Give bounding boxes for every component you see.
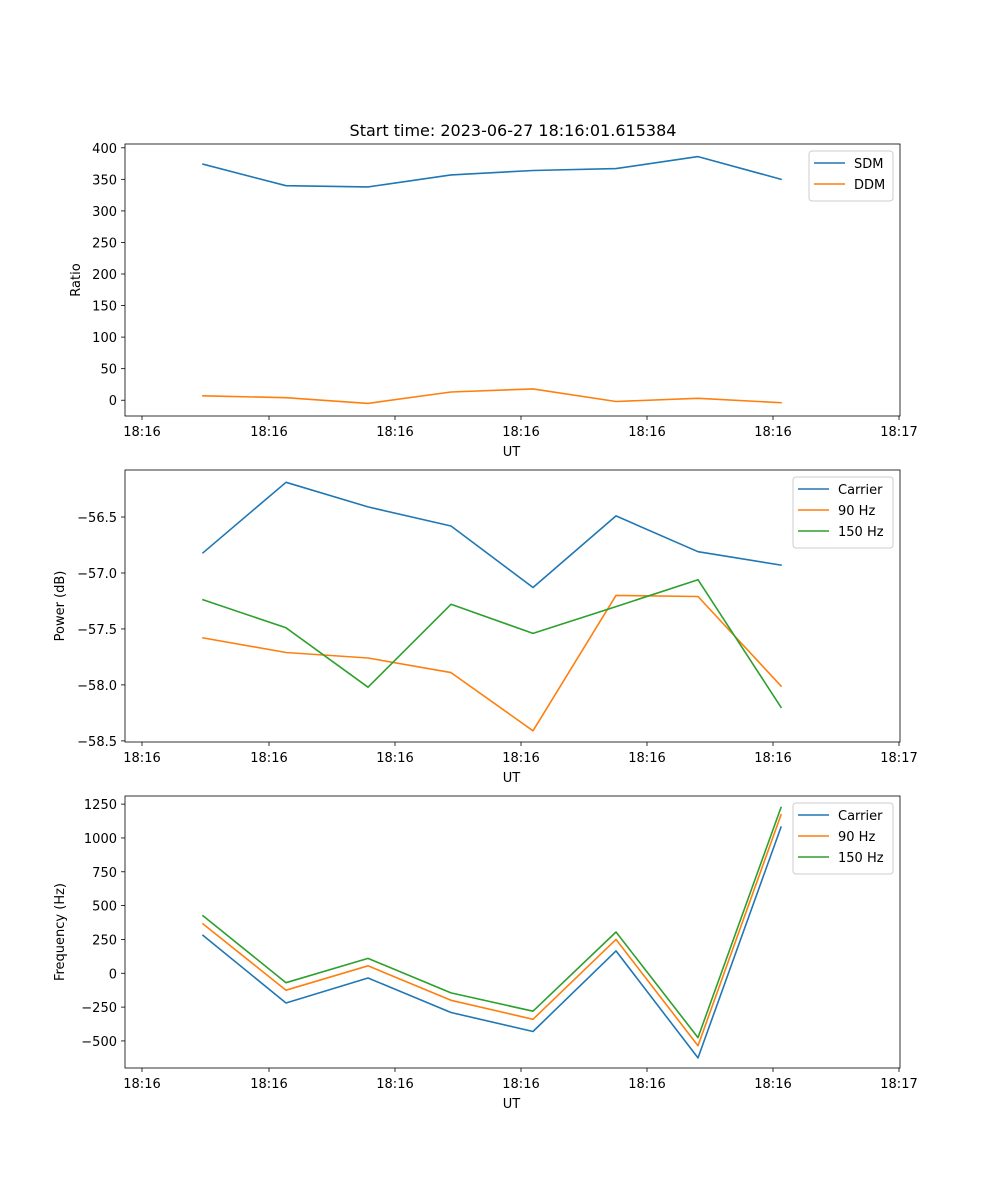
y-tick-label: 200 [92,268,117,283]
x-tick-label: 18:17 [880,751,917,766]
y-tick-label: 350 [92,173,117,188]
legend-entry-label: SDM [854,157,883,172]
x-tick-label: 18:16 [250,751,287,766]
legend: Carrier 90 Hz 150 Hz [792,476,894,549]
y-tick-label: 750 [92,866,117,881]
y-tick-label: 300 [92,205,117,220]
figure-title: Start time: 2023-06-27 18:16:01.615384 [350,121,677,140]
y-tick-label: −57.0 [77,567,117,582]
legend-entry-label: DDM [854,178,885,193]
x-tick-label: 18:16 [502,1077,539,1092]
y-axis-label: Ratio [69,263,84,296]
y-axis-label: Frequency (Hz) [53,883,68,981]
x-tick-label: 18:16 [123,425,160,440]
y-tick-label: 0 [109,394,117,409]
legend-entry-label: 150 Hz [838,525,884,540]
y-tick-label: 500 [92,900,117,915]
series-line-150-hz [201,578,783,709]
x-tick-label: 18:16 [123,1077,160,1092]
series-line-90-hz [202,594,783,732]
legend: Carrier 90 Hz 150 Hz [792,802,894,875]
y-tick-label: −58.5 [77,735,117,750]
legend-entry-label: 90 Hz [838,504,875,519]
y-tick-label: −56.5 [77,511,117,526]
y-tick-label: 0 [109,967,117,982]
x-tick-label: 18:16 [754,751,791,766]
x-axis-label: UT [503,445,521,460]
y-axis-label: Power (dB) [53,571,68,642]
x-tick-label: 18:16 [628,751,665,766]
x-tick-label: 18:17 [880,425,917,440]
legend-entry-label: Carrier [838,809,883,824]
x-tick-label: 18:16 [250,425,287,440]
plot-frame [124,795,901,1069]
x-tick-label: 18:16 [502,751,539,766]
y-tick-label: 1250 [84,798,117,813]
y-tick-label: 1000 [84,832,117,847]
y-tick-label: 400 [92,142,117,157]
series-line-150-hz [201,806,783,1039]
x-tick-label: 18:16 [628,425,665,440]
y-tick-label: 250 [92,236,117,251]
y-tick-label: −58.0 [77,679,117,694]
x-tick-label: 18:16 [250,1077,287,1092]
chart-panel-1: 18:16 18:16 18:16 18:16 18:16 18:16 18:17 0 50 10… [69,142,918,460]
series-line-ddm [202,388,782,405]
x-tick-label: 18:16 [502,425,539,440]
x-tick-label: 18:16 [376,751,413,766]
x-tick-label: 18:16 [123,751,160,766]
x-axis-label: UT [503,1097,521,1112]
chart-panel-2: 18:16 18:16 18:16 18:16 18:16 18:16 18:17 −58.5… [53,469,918,786]
legend-entry-label: 150 Hz [838,851,884,866]
legend-entry-label: 90 Hz [838,830,875,845]
x-tick-label: 18:17 [880,1077,917,1092]
plot-frame [124,143,901,417]
y-tick-label: 50 [100,363,117,378]
x-tick-label: 18:16 [376,425,413,440]
series-line-carrier [201,826,783,1059]
y-tick-label: −500 [81,1035,117,1050]
chart-panel-3: 18:16 18:16 18:16 18:16 18:16 18:16 18:17 −500 −… [53,795,918,1112]
legend: SDM DDM [808,150,894,202]
x-tick-label: 18:16 [754,1077,791,1092]
x-tick-label: 18:16 [628,1077,665,1092]
series-line-carrier [201,481,782,589]
plot-frame [124,469,901,743]
y-tick-label: 250 [92,933,117,948]
y-tick-label: −250 [81,1001,117,1016]
y-tick-label: 100 [92,331,117,346]
x-tick-label: 18:16 [376,1077,413,1092]
y-tick-label: 150 [92,300,117,315]
series-line-sdm [202,155,782,188]
x-axis-label: UT [503,771,521,786]
x-tick-label: 18:16 [754,425,791,440]
legend-entry-label: Carrier [838,483,883,498]
series-line-90-hz [201,813,783,1047]
y-tick-label: −57.5 [77,623,117,638]
